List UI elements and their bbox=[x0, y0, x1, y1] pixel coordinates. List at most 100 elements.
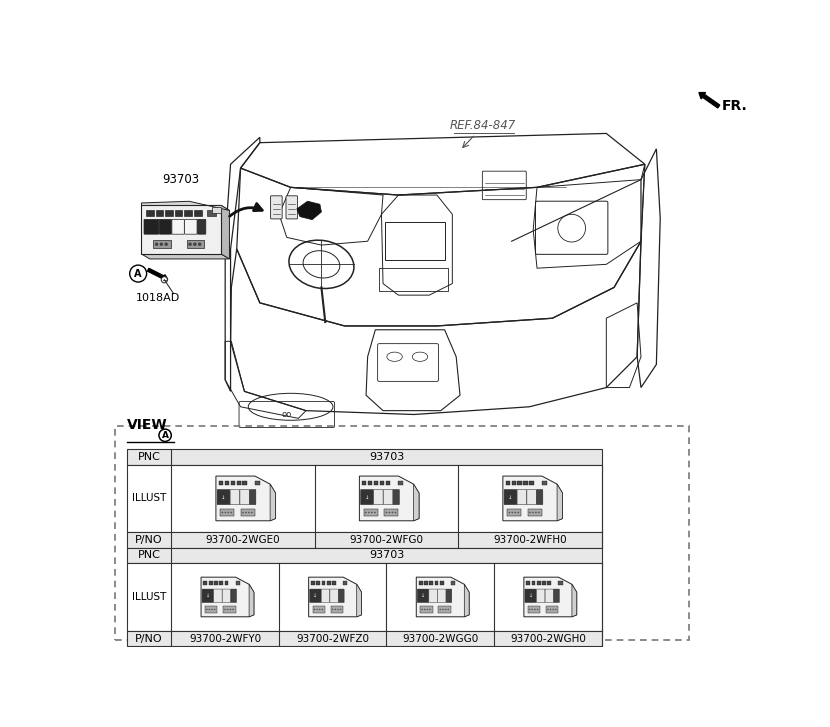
Bar bbox=[127, 532, 602, 547]
Polygon shape bbox=[141, 254, 229, 259]
FancyBboxPatch shape bbox=[504, 489, 517, 505]
Circle shape bbox=[388, 512, 390, 513]
Circle shape bbox=[193, 243, 196, 246]
Bar bbox=[528, 606, 540, 613]
FancyBboxPatch shape bbox=[184, 220, 197, 234]
FancyBboxPatch shape bbox=[217, 489, 230, 505]
FancyBboxPatch shape bbox=[545, 589, 554, 603]
Circle shape bbox=[445, 608, 447, 610]
Bar bbox=[332, 581, 336, 585]
Bar bbox=[418, 581, 422, 585]
Bar bbox=[127, 547, 602, 563]
Polygon shape bbox=[417, 577, 469, 616]
Bar bbox=[331, 606, 344, 613]
Text: 1018AD: 1018AD bbox=[136, 293, 180, 303]
FancyBboxPatch shape bbox=[310, 589, 321, 603]
Circle shape bbox=[334, 608, 336, 610]
Bar bbox=[451, 581, 455, 585]
FancyBboxPatch shape bbox=[159, 220, 172, 234]
Bar bbox=[218, 481, 223, 485]
Bar bbox=[127, 465, 602, 532]
Circle shape bbox=[242, 512, 244, 513]
Bar bbox=[368, 481, 373, 485]
Bar bbox=[156, 210, 164, 216]
Bar bbox=[542, 481, 547, 485]
Bar bbox=[165, 210, 173, 216]
Polygon shape bbox=[270, 484, 276, 521]
Circle shape bbox=[427, 608, 428, 610]
Circle shape bbox=[160, 243, 163, 246]
Circle shape bbox=[332, 608, 334, 610]
Bar bbox=[223, 606, 236, 613]
Text: 93700-2WGE0: 93700-2WGE0 bbox=[206, 535, 281, 545]
Circle shape bbox=[339, 608, 341, 610]
FancyBboxPatch shape bbox=[213, 589, 222, 603]
Circle shape bbox=[440, 608, 441, 610]
FancyBboxPatch shape bbox=[222, 589, 231, 603]
Bar bbox=[208, 581, 212, 585]
Bar bbox=[531, 581, 535, 585]
FancyBboxPatch shape bbox=[393, 489, 399, 505]
Bar bbox=[311, 581, 315, 585]
Bar bbox=[528, 509, 542, 516]
Polygon shape bbox=[357, 585, 362, 616]
Circle shape bbox=[547, 608, 549, 610]
Circle shape bbox=[227, 512, 229, 513]
FancyBboxPatch shape bbox=[203, 589, 213, 603]
Bar bbox=[344, 581, 348, 585]
Text: FR.: FR. bbox=[722, 99, 748, 113]
Text: PNC: PNC bbox=[138, 550, 160, 561]
Circle shape bbox=[386, 512, 388, 513]
Circle shape bbox=[248, 512, 250, 513]
Polygon shape bbox=[464, 585, 469, 616]
Bar bbox=[115, 426, 689, 640]
Bar bbox=[255, 481, 260, 485]
Circle shape bbox=[222, 512, 223, 513]
FancyArrow shape bbox=[699, 92, 720, 108]
FancyBboxPatch shape bbox=[383, 489, 393, 505]
Circle shape bbox=[365, 512, 367, 513]
Bar bbox=[548, 581, 551, 585]
Circle shape bbox=[532, 512, 534, 513]
Bar bbox=[175, 210, 183, 216]
Bar bbox=[507, 509, 521, 516]
Circle shape bbox=[538, 512, 540, 513]
Circle shape bbox=[511, 512, 513, 513]
Bar bbox=[440, 581, 444, 585]
Circle shape bbox=[161, 277, 168, 283]
Bar bbox=[537, 581, 540, 585]
FancyBboxPatch shape bbox=[374, 489, 383, 505]
Bar bbox=[127, 449, 602, 465]
Circle shape bbox=[368, 512, 369, 513]
Circle shape bbox=[529, 512, 531, 513]
Bar bbox=[435, 581, 438, 585]
Text: 93703: 93703 bbox=[369, 550, 404, 561]
Text: oo: oo bbox=[281, 410, 292, 419]
FancyBboxPatch shape bbox=[321, 589, 330, 603]
FancyBboxPatch shape bbox=[240, 489, 249, 505]
Bar bbox=[511, 481, 516, 485]
FancyBboxPatch shape bbox=[339, 589, 344, 603]
Bar bbox=[203, 581, 208, 585]
Bar bbox=[141, 206, 221, 254]
Bar bbox=[559, 581, 563, 585]
Bar bbox=[386, 481, 390, 485]
Circle shape bbox=[225, 512, 227, 513]
Circle shape bbox=[447, 608, 449, 610]
Bar bbox=[231, 481, 235, 485]
Text: PNC: PNC bbox=[138, 452, 160, 462]
Polygon shape bbox=[249, 585, 254, 616]
Circle shape bbox=[374, 512, 376, 513]
Circle shape bbox=[549, 608, 551, 610]
Circle shape bbox=[129, 265, 147, 282]
Text: ILLUST: ILLUST bbox=[132, 592, 166, 602]
Bar bbox=[187, 241, 204, 248]
Circle shape bbox=[230, 608, 231, 610]
Circle shape bbox=[206, 608, 208, 610]
Text: ↓: ↓ bbox=[529, 593, 533, 598]
Text: 93700-2WFG0: 93700-2WFG0 bbox=[349, 535, 423, 545]
Text: VIEW: VIEW bbox=[127, 418, 168, 432]
Polygon shape bbox=[413, 484, 419, 521]
Polygon shape bbox=[201, 577, 254, 616]
Text: ↓: ↓ bbox=[206, 593, 210, 598]
